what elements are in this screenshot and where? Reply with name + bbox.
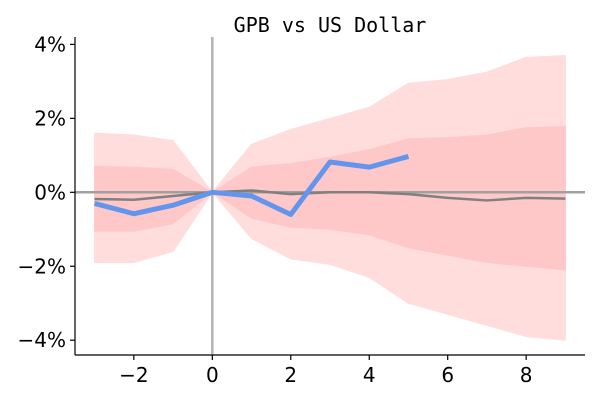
x-tick-label: 4 — [363, 363, 376, 387]
y-tick-label: −4% — [18, 328, 67, 352]
chart-title: GPB vs US Dollar — [234, 13, 427, 37]
y-tick-label: 4% — [34, 32, 66, 56]
series-line-2 — [93, 154, 410, 217]
confidence-bands — [94, 54, 566, 341]
y-ticks: −4% −2% 0% 2% 4% — [18, 32, 75, 352]
x-tick-label: 6 — [441, 363, 454, 387]
x-ticks: −2 0 2 4 6 8 — [119, 355, 533, 387]
y-tick-label: 0% — [34, 180, 66, 204]
axes — [74, 37, 585, 356]
y-tick-label: −2% — [18, 254, 67, 278]
y-tick-label: 2% — [34, 106, 66, 130]
series-line-1 — [94, 189, 566, 202]
series-lines — [93, 154, 566, 217]
x-tick-label: 8 — [520, 363, 533, 387]
x-tick-label: 0 — [206, 363, 219, 387]
x-tick-label: 2 — [284, 363, 297, 387]
x-tick-label: −2 — [119, 363, 148, 387]
confidence-band-2 — [94, 125, 566, 271]
